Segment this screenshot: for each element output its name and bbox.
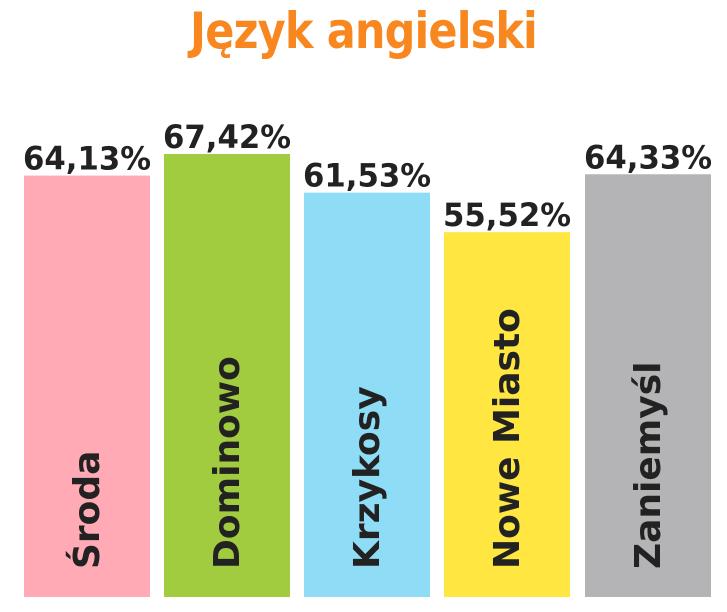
value-label-dominowo: 67,42% [163, 118, 291, 156]
value-label-zaniemysl: 64,33% [584, 138, 712, 176]
bars-layer [24, 153, 711, 597]
chart-title: Język angielski [190, 2, 538, 60]
bar-dominowo [164, 153, 290, 597]
bar-sroda [24, 175, 150, 597]
bar-zaniemysl [585, 174, 711, 597]
value-labels-layer: 64,13% 67,42% 61,53% 55,52% 64,33% [23, 118, 712, 234]
category-labels-layer: Środa Dominowo Krzykosy Nowe Miasto Zaniemyś… [66, 308, 669, 569]
category-label-dominowo: Dominowo [207, 356, 248, 569]
category-label-sroda: Środa [66, 451, 108, 569]
category-label-nowe-miasto: Nowe Miasto [487, 308, 528, 569]
value-label-sroda: 64,13% [23, 140, 151, 178]
value-label-nowe-miasto: 55,52% [443, 196, 571, 234]
category-label-krzykosy: Krzykosy [347, 386, 388, 569]
bar-nowe-miasto [444, 232, 570, 597]
bar-krzykosy [304, 192, 430, 597]
value-label-krzykosy: 61,53% [303, 157, 431, 195]
category-label-zaniemysl: Zaniemyśl [628, 361, 669, 569]
